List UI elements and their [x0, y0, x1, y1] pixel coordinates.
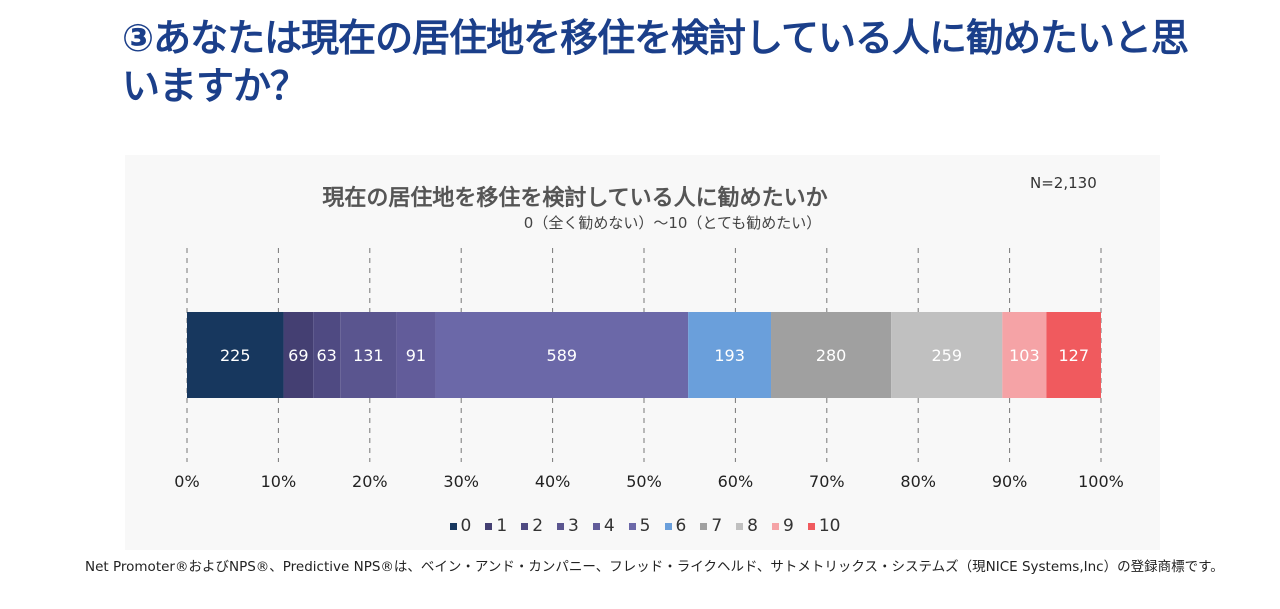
- legend-swatch: [557, 522, 565, 530]
- data-label: 193: [714, 346, 745, 365]
- data-label: 127: [1058, 346, 1089, 365]
- bar-segment-2: [313, 312, 341, 398]
- legend-label: 3: [568, 516, 579, 536]
- data-label: 69: [288, 346, 308, 365]
- data-label: 259: [931, 346, 962, 365]
- legend-item: 2: [521, 516, 543, 536]
- bar-segment-4: [396, 312, 436, 398]
- data-label: 225: [220, 346, 251, 365]
- tick-label: 20%: [352, 472, 388, 491]
- data-label: 91: [406, 346, 426, 365]
- tick-label: 0%: [174, 472, 199, 491]
- footer-note: Net Promoter®およびNPS®、Predictive NPS®は、ベイ…: [85, 559, 1224, 575]
- legend-swatch: [807, 522, 815, 530]
- tick-label: 90%: [992, 472, 1028, 491]
- legend-item: 4: [592, 516, 615, 536]
- tick-label: 100%: [1078, 472, 1124, 491]
- bar-segment-8: [891, 312, 1003, 398]
- data-label: 103: [1009, 346, 1040, 365]
- legend-label: 5: [639, 516, 651, 536]
- tick-label: 60%: [718, 472, 754, 491]
- tick-label: 10%: [261, 472, 297, 491]
- legend-label: 1: [496, 516, 508, 536]
- legend-swatch: [771, 522, 779, 530]
- tick-label: 50%: [626, 472, 662, 491]
- legend-item: 9: [771, 516, 794, 536]
- legend-swatch: [449, 522, 457, 530]
- legend-swatch: [700, 522, 708, 530]
- legend-item: 3: [557, 516, 579, 536]
- legend-swatch: [628, 522, 636, 530]
- legend-item: 8: [736, 516, 758, 536]
- legend-item: 0: [449, 516, 472, 536]
- bar-segment-1: [283, 312, 314, 398]
- data-label: 63: [316, 346, 336, 365]
- legend-item: 5: [628, 516, 651, 536]
- tick-label: 80%: [900, 472, 936, 491]
- bar-segment-6: [688, 312, 772, 398]
- legend-label: 10: [818, 516, 841, 536]
- bar-segment-5: [435, 312, 689, 398]
- page-title: ③あなたは現在の居住地を移住を検討している人に勧めたいと思いますか？: [122, 16, 1189, 108]
- legend-item: 1: [485, 516, 507, 536]
- legend-swatch: [521, 522, 529, 530]
- legend: 0 1 2 3 4 5 6 7 8 9 10: [0, 516, 1280, 536]
- legend-swatch: [736, 522, 744, 530]
- bar-segment-9: [1002, 312, 1047, 398]
- tick-label: 40%: [535, 472, 571, 491]
- tick-label: 70%: [809, 472, 845, 491]
- sample-size: N=2,130: [1030, 174, 1097, 192]
- legend-swatch: [592, 522, 600, 530]
- legend-swatch: [664, 522, 672, 530]
- chart-title: 現在の居住地を移住を検討している人に勧めたいか: [322, 186, 828, 211]
- bar-segment-0: [187, 312, 284, 398]
- legend-label: 8: [747, 516, 758, 536]
- bar-segment-10: [1046, 312, 1101, 398]
- bar-segment-3: [340, 312, 397, 398]
- legend-label: 4: [603, 516, 615, 536]
- legend-label: 2: [532, 516, 544, 536]
- legend-label: 6: [675, 516, 687, 536]
- data-label: 589: [547, 346, 578, 365]
- legend-label: 0: [460, 516, 472, 536]
- bar-segment-7: [771, 312, 892, 398]
- legend-label: 9: [782, 516, 794, 536]
- chart-subtitle: 0（全く勧めない）～10（とても勧めたい）: [523, 214, 822, 232]
- data-label: 131: [353, 346, 384, 365]
- legend-item: 6: [664, 516, 687, 536]
- legend-item: 10: [807, 516, 841, 536]
- legend-item: 7: [700, 516, 722, 536]
- tick-label: 30%: [443, 472, 479, 491]
- legend-swatch: [485, 522, 493, 530]
- legend-label: 7: [711, 516, 723, 536]
- data-label: 280: [816, 346, 847, 365]
